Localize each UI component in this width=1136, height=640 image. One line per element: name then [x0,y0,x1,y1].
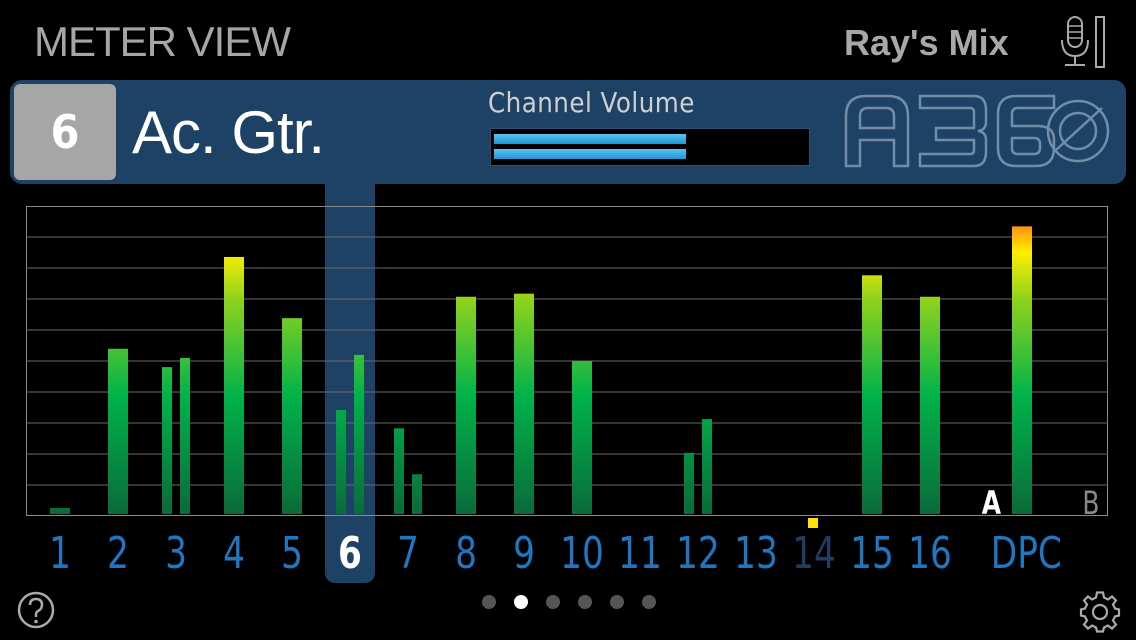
a360-logo [844,94,1110,168]
channel-label-8[interactable]: 8 [455,528,477,579]
volume-bar-right [494,149,687,159]
meter-bar-9 [514,293,534,514]
meter-bar-7-1 [394,428,404,514]
page-indicator[interactable] [478,595,658,611]
help-icon[interactable] [16,590,56,630]
meter-bar-dpc [1012,226,1032,515]
meter-bar-1 [50,507,70,514]
meter-bar-12-1 [684,452,694,514]
channel-label-16[interactable]: 16 [908,528,952,579]
channel-number-badge: 6 [14,84,116,180]
page-dot[interactable] [578,595,592,609]
channel-label-3[interactable]: 3 [165,528,187,579]
meter-bar-3-1 [162,367,172,514]
channel-label-15[interactable]: 15 [850,528,894,579]
meter-bar-5 [282,318,302,514]
meter-bar-3-2 [180,357,190,514]
meter-bar-10 [572,361,592,514]
channel-label-12[interactable]: 12 [676,528,720,579]
channel-label-14[interactable]: 14 [792,528,836,579]
page-dot[interactable] [482,595,496,609]
meter-bar-2 [108,348,128,514]
channel-14-indicator [808,518,818,528]
channel-label-6[interactable]: 6 [338,528,362,579]
meter-bar-15 [862,275,882,514]
channel-label-dpc[interactable]: DPC [990,528,1062,579]
aux-b-label[interactable]: B [1082,484,1100,522]
channel-label-4[interactable]: 4 [223,528,245,579]
meter-bar-7-2 [412,474,422,514]
channel-label-5[interactable]: 5 [281,528,303,579]
channel-label-13[interactable]: 13 [734,528,778,579]
aux-a-label[interactable]: A [981,484,1002,522]
channel-volume-label: Channel Volume [488,86,695,119]
meter-bar-6-1 [336,409,346,514]
meter-bar-4 [224,256,244,514]
page-dot[interactable] [514,595,528,609]
mix-name: Ray's Mix [844,22,1009,63]
volume-bar-left [494,134,687,144]
channel-label-10[interactable]: 10 [560,528,604,579]
meter-bar-6-2 [354,354,364,514]
meter-bar-8 [456,296,476,514]
channel-label-11[interactable]: 11 [618,528,662,579]
meter-bar-12-2 [702,419,712,514]
gear-icon[interactable] [1078,590,1122,634]
meter-bar-16 [920,296,940,514]
channel-name[interactable]: Ac. Gtr. [132,99,325,166]
view-title: METER VIEW [34,18,291,65]
page-dot[interactable] [546,595,560,609]
channel-label-7[interactable]: 7 [397,528,419,579]
channel-volume-meter[interactable] [490,128,810,166]
microphone-icon[interactable] [1054,14,1114,70]
selected-channel-tab [325,170,375,583]
channel-label-2[interactable]: 2 [107,528,129,579]
channel-label-1[interactable]: 1 [49,528,71,579]
channel-label-9[interactable]: 9 [513,528,535,579]
page-dot[interactable] [610,595,624,609]
page-dot[interactable] [642,595,656,609]
